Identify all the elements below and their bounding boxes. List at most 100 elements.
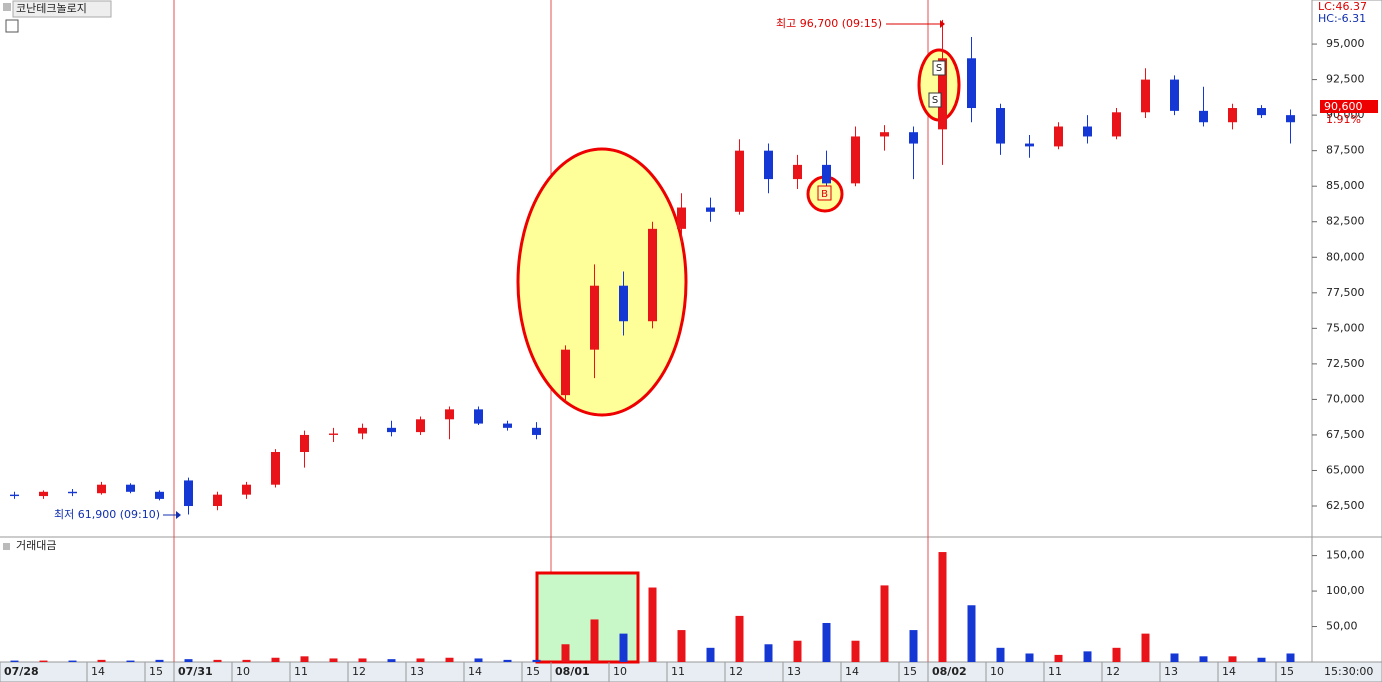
x-tick-label: 14 (845, 665, 859, 678)
x-tick-label: 08/02 (932, 665, 967, 678)
candle-body (329, 433, 338, 435)
y-tick-label: 62,500 (1326, 499, 1365, 512)
x-tick-label: 13 (410, 665, 424, 678)
y-tick-label: 70,000 (1326, 392, 1365, 405)
candle-body (242, 484, 251, 495)
volume-bar (590, 619, 599, 662)
candle-body (938, 58, 947, 130)
title-box (12, 0, 112, 18)
sell-marker (932, 60, 946, 76)
x-tick-label: 15 (526, 665, 540, 678)
panel-icon (3, 543, 10, 550)
buy-marker (817, 185, 832, 201)
volume-bar (68, 660, 77, 662)
volume-bar (358, 658, 367, 662)
volume-bar (184, 659, 193, 662)
volume-bar (880, 585, 889, 662)
change-label: 1.91% (1326, 113, 1361, 126)
x-tick-label: 13 (1164, 665, 1178, 678)
volume-bar (619, 633, 628, 662)
x-tick-label: 14 (468, 665, 482, 678)
table-icon[interactable] (5, 19, 19, 33)
candle-body (155, 491, 164, 499)
volume-bar (10, 660, 19, 662)
volume-bar (764, 644, 773, 662)
hc-label: HC:-6.31 (1318, 12, 1366, 25)
candle-body (416, 419, 425, 433)
volume-bar (242, 659, 251, 662)
candle-body (126, 484, 135, 492)
x-tick-label: 15 (1280, 665, 1294, 678)
candle-body (619, 285, 628, 322)
volume-bar (416, 658, 425, 662)
candle-body (503, 423, 512, 428)
volume-bar (967, 605, 976, 662)
volume-bar (1170, 653, 1179, 662)
candle-body (561, 349, 570, 396)
candle-body (184, 480, 193, 507)
volume-bar (271, 657, 280, 662)
candle-body (300, 434, 309, 453)
high-label: 최고 96,700 (09:15) (776, 17, 882, 30)
y-tick-label: 80,000 (1326, 250, 1365, 263)
candle-body (1141, 79, 1150, 113)
sell-label: S (932, 95, 938, 106)
candle-body (474, 409, 483, 424)
x-tick-label: 13 (787, 665, 801, 678)
buy-label: B (821, 189, 828, 200)
x-tick-label: 11 (671, 665, 685, 678)
volume-title: 거래대금 (16, 539, 56, 552)
y-tick-label: 82,500 (1326, 215, 1365, 228)
y-tick-label: 67,500 (1326, 428, 1365, 441)
candle-body (97, 484, 106, 494)
volume-bar (155, 659, 164, 662)
volume-bar (300, 656, 309, 662)
volume-bar (1286, 653, 1295, 662)
volume-bar (1141, 633, 1150, 662)
x-tick-label: 08/01 (555, 665, 590, 678)
candle-body (445, 409, 454, 420)
price-tag (1320, 100, 1378, 113)
volume-bar (996, 647, 1005, 662)
volume-bar (793, 640, 802, 662)
y-tick-label: 50,00 (1326, 620, 1358, 633)
y-tick-label: 77,500 (1326, 286, 1365, 299)
candle-body (1257, 108, 1266, 116)
high-arrow-head (940, 20, 945, 28)
x-tick-label: 07/31 (178, 665, 213, 678)
candle-body (532, 427, 541, 435)
x-tick-label: 07/28 (4, 665, 39, 678)
candle-body (1286, 115, 1295, 123)
volume-bar (851, 640, 860, 662)
candle-body (1170, 79, 1179, 111)
volume-bar (648, 587, 657, 662)
x-tick-label: 12 (1106, 665, 1120, 678)
low-label: 최저 61,900 (09:10) (54, 508, 160, 521)
volume-bar (213, 659, 222, 662)
candle-body (793, 164, 802, 180)
x-tick-label: 10 (613, 665, 627, 678)
candle-body (68, 491, 77, 494)
y-tick-label: 65,000 (1326, 463, 1365, 476)
x-tick-label: 12 (729, 665, 743, 678)
y-tick-label: 72,500 (1326, 357, 1365, 370)
volume-bar (1054, 654, 1063, 662)
y-tick-label: 85,000 (1326, 179, 1365, 192)
candle-body (1112, 112, 1121, 137)
candle-body (1025, 143, 1034, 147)
candle-body (10, 494, 19, 497)
candle-body (735, 150, 744, 212)
candle-body (1054, 126, 1063, 147)
x-tick-label: 11 (1048, 665, 1062, 678)
volume-bar (474, 658, 483, 662)
volume-bar (1025, 653, 1034, 662)
x-tick-label: 10 (990, 665, 1004, 678)
volume-bar (503, 659, 512, 662)
sell-marker (928, 92, 942, 108)
candle-body (1083, 126, 1092, 137)
candle-body (213, 494, 222, 507)
volume-bar (97, 659, 106, 662)
panel-icon (3, 3, 11, 11)
highlight-ellipse (516, 147, 688, 417)
y-tick-label: 87,500 (1326, 144, 1365, 157)
